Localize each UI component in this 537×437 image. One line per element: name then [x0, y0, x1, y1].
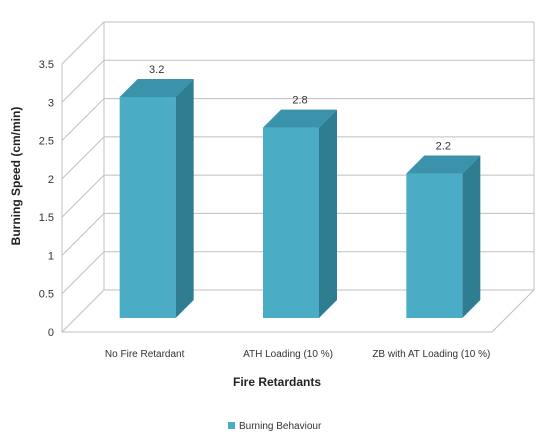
gridlines	[61, 21, 535, 333]
x-tick-label: ATH Loading (10 %)	[243, 349, 333, 360]
bars: 3.2 2.8 2.2	[119, 64, 481, 318]
bar-front	[406, 173, 463, 318]
y-tick-label: 2.5	[39, 136, 54, 148]
bar-front	[263, 127, 319, 318]
x-tick-label: No Fire Retardant	[105, 349, 185, 360]
bar-side	[462, 155, 481, 318]
y-tick-label: 0.5	[39, 289, 54, 301]
bar-value-label: 3.2	[149, 64, 164, 76]
y-tick-label: 3	[48, 97, 54, 109]
y-tick-label: 2	[48, 174, 54, 186]
bar-value-label: 2.2	[436, 141, 451, 153]
bar-top	[406, 155, 481, 174]
bar-front	[119, 96, 176, 318]
bar: 3.2	[119, 64, 194, 318]
y-tick-label: 1.5	[39, 212, 54, 224]
bar-side	[319, 109, 337, 318]
x-axis-title: Fire Retardants	[233, 375, 321, 389]
y-tick-label: 1	[48, 250, 54, 262]
bar: 2.2	[406, 141, 481, 318]
bar-value-label: 2.8	[292, 95, 307, 107]
y-axis-title: Burning Speed (cm/min)	[9, 107, 23, 246]
legend: Burning Behaviour	[228, 421, 322, 432]
y-tick-label: 0	[48, 327, 54, 339]
bar-top	[119, 78, 194, 97]
gridline	[61, 21, 534, 65]
legend-label: Burning Behaviour	[239, 421, 322, 432]
bar-side	[175, 78, 194, 318]
y-tick-label: 3.5	[39, 59, 54, 71]
floor-right-edge	[491, 289, 535, 333]
y-axis-ticks: 0 0.5 1 1.5 2 2.5 3 3.5	[39, 59, 54, 339]
legend-swatch	[228, 422, 235, 429]
bar: 2.8	[263, 95, 337, 318]
x-tick-label: ZB with AT Loading (10 %)	[372, 349, 490, 360]
x-axis-ticks: No Fire Retardant ATH Loading (10 %) ZB wi…	[105, 349, 490, 360]
bar-top	[263, 109, 337, 128]
